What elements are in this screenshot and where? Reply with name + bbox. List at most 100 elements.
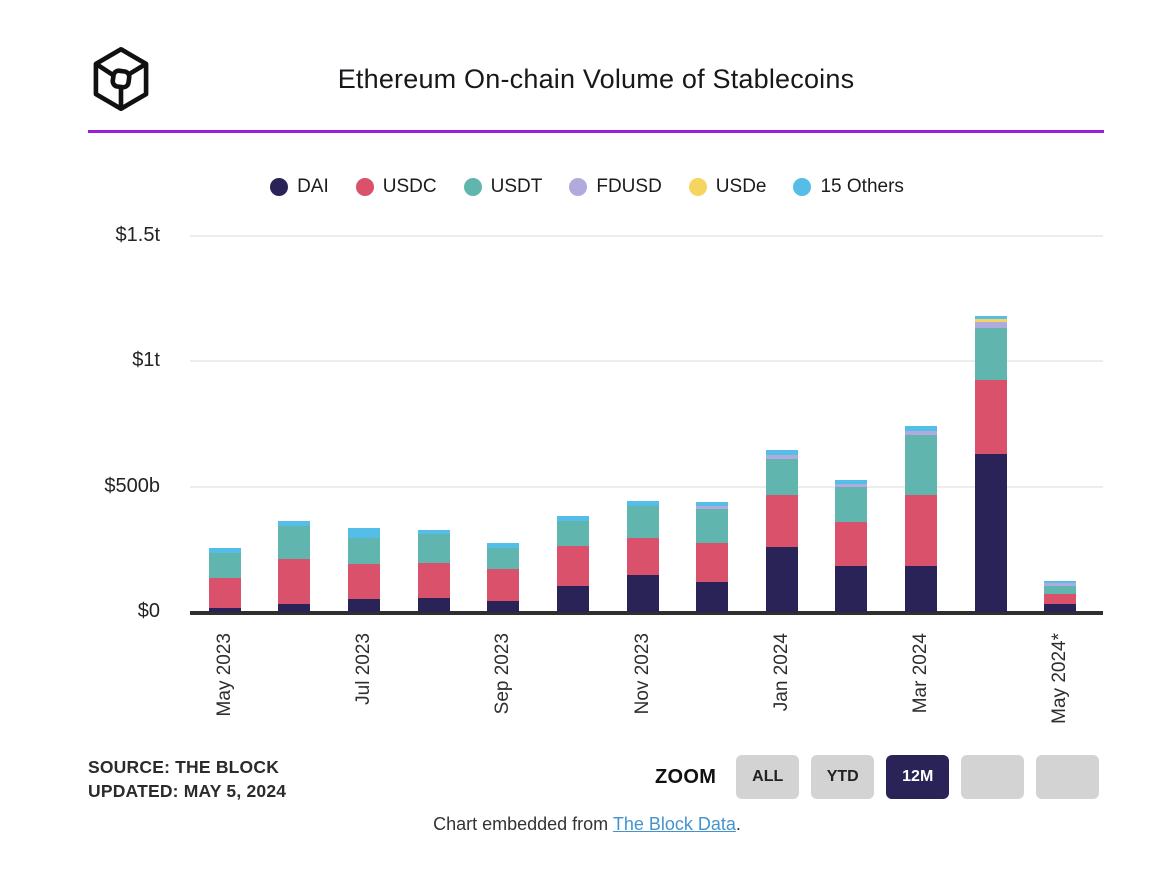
- zoom-button-all[interactable]: ALL: [736, 755, 800, 799]
- bar-segment-fdusd[interactable]: [835, 483, 868, 488]
- bar-feb-2024[interactable]: [835, 479, 868, 612]
- bar-segment-15-others[interactable]: [348, 528, 381, 539]
- bar-mar-2024[interactable]: [904, 426, 937, 612]
- bar-segment-usdc[interactable]: [278, 559, 311, 605]
- bar-segment-usdc[interactable]: [974, 380, 1007, 454]
- embed-attribution: Chart embedded from The Block Data.: [0, 814, 1174, 835]
- bar-segment-15-others[interactable]: [765, 449, 798, 455]
- legend-item-dai[interactable]: DAI: [270, 176, 329, 198]
- bar-segment-usdc[interactable]: [417, 562, 450, 599]
- bar-segment-dai[interactable]: [765, 546, 798, 612]
- bar-aug-2023[interactable]: [417, 530, 450, 612]
- x-axis-line: [190, 611, 1103, 615]
- bar-jan-2024[interactable]: [765, 449, 798, 612]
- bar-segment-dai[interactable]: [208, 607, 241, 612]
- bar-apr-2024[interactable]: [974, 316, 1007, 612]
- bar-segment-15-others[interactable]: [417, 530, 450, 535]
- bar-segment-dai[interactable]: [904, 565, 937, 612]
- bar-segment-15-others[interactable]: [208, 548, 241, 553]
- updated-line: UPDATED: MAY 5, 2024: [88, 781, 287, 801]
- bar-segment-15-others[interactable]: [556, 515, 589, 521]
- zoom-button-12m[interactable]: 12M: [886, 755, 950, 799]
- bar-sep-2023[interactable]: [487, 543, 520, 612]
- bar-dec-2023[interactable]: [696, 501, 729, 612]
- bar-segment-dai[interactable]: [278, 604, 311, 612]
- bar-segment-15-others[interactable]: [904, 426, 937, 431]
- bar-segment-15-others[interactable]: [487, 543, 520, 549]
- zoom-button-ytd[interactable]: YTD: [811, 755, 875, 799]
- bar-segment-usdc[interactable]: [556, 545, 589, 586]
- bar-segment-usdc[interactable]: [348, 563, 381, 600]
- bar-segment-usdc[interactable]: [696, 542, 729, 582]
- bar-segment-usdt[interactable]: [348, 538, 381, 564]
- bar-segment-dai[interactable]: [626, 574, 659, 612]
- bar-segment-dai[interactable]: [556, 585, 589, 612]
- bar-segment-15-others[interactable]: [1044, 581, 1077, 584]
- bar-segment-dai[interactable]: [835, 565, 868, 612]
- bar-segment-usdt[interactable]: [208, 552, 241, 578]
- bar-oct-2023[interactable]: [556, 515, 589, 612]
- bar-segment-usdc[interactable]: [208, 577, 241, 608]
- bar-segment-dai[interactable]: [487, 601, 520, 612]
- bar-segment-fdusd[interactable]: [696, 505, 729, 509]
- the-block-data-link[interactable]: The Block Data: [612, 814, 736, 834]
- bar-segment-usdt[interactable]: [417, 534, 450, 563]
- bar-segment-usdt[interactable]: [487, 548, 520, 569]
- bar-segment-usdt[interactable]: [1044, 585, 1077, 595]
- bar-segment-15-others[interactable]: [696, 501, 729, 506]
- the-block-logo-icon: [85, 46, 157, 112]
- bar-segment-usdt[interactable]: [626, 505, 659, 538]
- legend-item-usdt[interactable]: USDT: [463, 176, 543, 198]
- bar-segment-fdusd[interactable]: [904, 430, 937, 435]
- bar-segment-dai[interactable]: [696, 581, 729, 612]
- legend-label: USDT: [490, 176, 543, 197]
- bar-segment-usdt[interactable]: [835, 487, 868, 522]
- bar-segment-usde[interactable]: [974, 319, 1007, 322]
- bar-segment-15-others[interactable]: [974, 316, 1007, 320]
- bar-may-2024[interactable]: [1044, 581, 1077, 612]
- bar-segment-usdt[interactable]: [278, 525, 311, 560]
- legend-item-usdc[interactable]: USDC: [355, 176, 437, 198]
- x-tick-label: Nov 2023: [631, 633, 653, 715]
- bar-segment-usdt[interactable]: [974, 328, 1007, 381]
- x-tick-label: May 2023: [213, 633, 235, 717]
- bar-segment-fdusd[interactable]: [1044, 583, 1077, 586]
- legend-swatch-icon: [355, 178, 374, 196]
- bar-segment-usdt[interactable]: [765, 458, 798, 496]
- bar-segment-fdusd[interactable]: [974, 321, 1007, 329]
- bar-segment-dai[interactable]: [1044, 604, 1077, 612]
- legend-swatch-icon: [793, 178, 812, 196]
- bar-segment-usdc[interactable]: [904, 494, 937, 566]
- bar-segment-usdc[interactable]: [765, 495, 798, 547]
- bar-segment-15-others[interactable]: [278, 521, 311, 526]
- bar-segment-usdc[interactable]: [626, 537, 659, 575]
- legend-swatch-icon: [569, 178, 588, 196]
- bar-segment-dai[interactable]: [974, 453, 1007, 612]
- bar-segment-dai[interactable]: [348, 599, 381, 612]
- y-tick-label: $0: [137, 600, 160, 622]
- y-tick-label: $1t: [132, 349, 160, 372]
- gridline-500b: [190, 485, 1103, 488]
- bar-may-2023[interactable]: [208, 548, 241, 612]
- x-tick-label: Jul 2023: [353, 633, 375, 705]
- bar-nov-2023[interactable]: [626, 501, 659, 612]
- bar-segment-15-others[interactable]: [835, 479, 868, 484]
- zoom-label: ZOOM: [655, 765, 717, 788]
- bar-segment-usdc[interactable]: [487, 568, 520, 602]
- bar-segment-usdc[interactable]: [1044, 594, 1077, 605]
- bar-jun-2023[interactable]: [278, 521, 311, 612]
- bar-segment-15-others[interactable]: [626, 501, 659, 506]
- legend-item-fdusd[interactable]: FDUSD: [569, 176, 662, 198]
- zoom-button-blank[interactable]: [961, 755, 1025, 799]
- page-title: Ethereum On-chain Volume of Stablecoins: [337, 64, 855, 94]
- bar-segment-usdt[interactable]: [556, 520, 589, 546]
- legend-item-usde[interactable]: USDe: [688, 176, 766, 198]
- bar-segment-dai[interactable]: [417, 598, 450, 612]
- bar-segment-fdusd[interactable]: [765, 454, 798, 459]
- bar-segment-usdc[interactable]: [835, 521, 868, 566]
- bar-jul-2023[interactable]: [348, 528, 381, 612]
- bar-segment-usdt[interactable]: [904, 434, 937, 495]
- zoom-button-blank[interactable]: [1036, 755, 1100, 799]
- bar-segment-usdt[interactable]: [696, 508, 729, 543]
- legend-item-15-others[interactable]: 15 Others: [793, 176, 904, 198]
